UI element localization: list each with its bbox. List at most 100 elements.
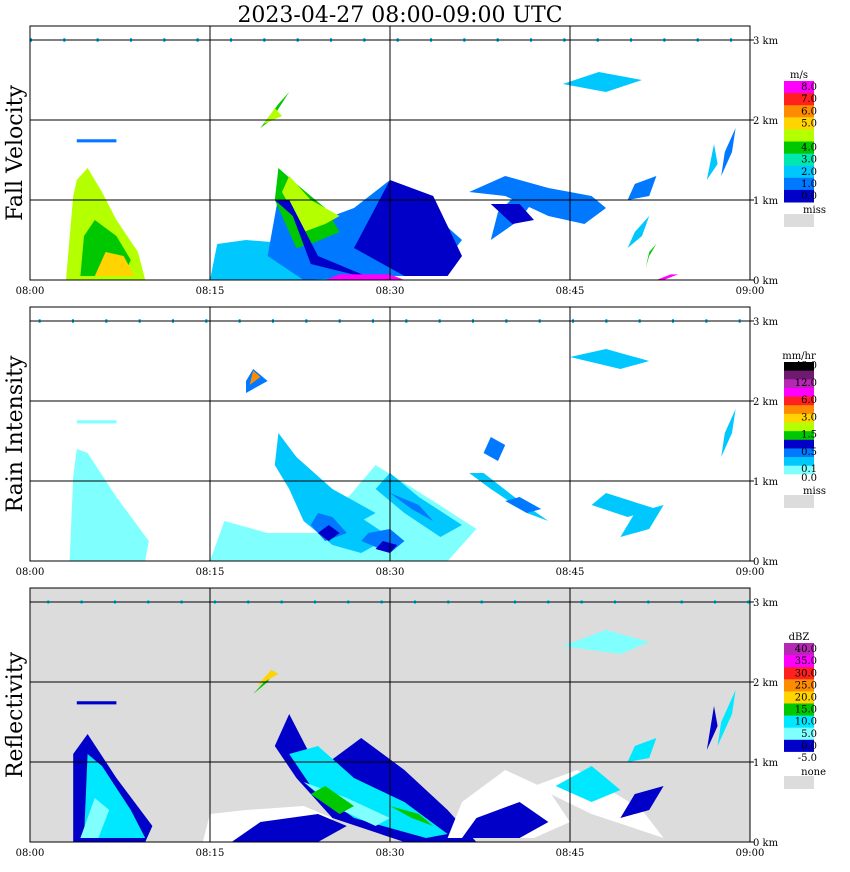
fall-velocity-legend-swatch-4	[784, 129, 814, 142]
reflectivity-legend-swatch-5	[784, 703, 814, 717]
fall-velocity-echo-5	[354, 180, 462, 276]
fall-velocity-legend-swatch-7	[784, 165, 814, 179]
rain-intensity-legend-swatch-1	[784, 370, 814, 380]
fall-velocity-time-label-1: 08:15	[196, 286, 225, 297]
reflectivity-legend-label-7: 5.0	[801, 729, 817, 740]
reflectivity-legend-swatch-3	[784, 679, 814, 692]
rain-intensity-legend-swatch-3	[784, 387, 814, 398]
fall-velocity-echo-15	[706, 144, 718, 180]
fall-velocity-legend-swatch-5	[784, 141, 814, 155]
reflectivity-legend-swatch-2	[784, 667, 814, 680]
rain-intensity-legend-label-4: 6.0	[801, 395, 817, 406]
rain-intensity-legend-swatch-13	[784, 474, 814, 484]
fall-velocity-ylabel: Fall Velocity	[3, 85, 28, 221]
reflectivity-height-label-3: 3 km	[753, 598, 779, 609]
fall-velocity-legend-swatch-9	[784, 189, 814, 203]
reflectivity-time-label-1: 08:15	[196, 848, 225, 859]
rain-intensity-echo-0	[69, 449, 149, 561]
rain-intensity-legend-swatch-7	[784, 422, 814, 432]
reflectivity-echo-18	[717, 690, 736, 746]
fall-velocity-time-label-4: 09:00	[736, 286, 765, 297]
rain-intensity-echo-15	[591, 493, 657, 517]
reflectivity-legend-label-5: 15.0	[795, 705, 817, 716]
reflectivity-legend-swatch-1	[784, 655, 814, 668]
fall-velocity-echo-16	[562, 72, 642, 92]
fall-velocity-echo-14	[721, 128, 736, 176]
reflectivity-legend-swatch-8	[784, 739, 814, 753]
reflectivity-height-label-1: 1 km	[753, 758, 779, 769]
reflectivity-time-label-2: 08:30	[376, 848, 405, 859]
rain-intensity-height-label-1: 1 km	[753, 477, 779, 488]
reflectivity-legend-label-4: 20.0	[795, 692, 817, 703]
fall-velocity-echo-11	[627, 216, 650, 248]
rain-intensity-legend-label-missing: miss	[803, 486, 826, 497]
reflectivity-height-label-0: 0 km	[753, 838, 779, 849]
reflectivity-echoes	[47, 600, 750, 842]
rain-intensity-time-label-1: 08:15	[196, 567, 225, 578]
reflectivity-echo-15	[555, 766, 621, 802]
fall-velocity-legend-swatch-6	[784, 153, 814, 167]
reflectivity-frame	[29, 587, 751, 843]
rain-intensity-legend-swatch-5	[784, 405, 814, 415]
rain-intensity-time-label-2: 08:30	[376, 567, 405, 578]
rain-intensity-frame	[29, 306, 751, 562]
fall-velocity-time-label-2: 08:30	[376, 286, 405, 297]
fall-velocity-legend-label-2: 6.0	[801, 106, 817, 117]
reflectivity-echo-21	[76, 701, 117, 705]
rain-intensity-legend-label-10: 0.5	[801, 447, 817, 458]
reflectivity-ylabel: Reflectivity	[3, 651, 28, 778]
fall-velocity-echo-19	[274, 200, 376, 280]
figure-title: 2023-04-27 08:00-09:00 UTC	[237, 3, 562, 28]
reflectivity-echo-16	[620, 786, 664, 818]
rain-intensity-legend-label-8: 1.5	[801, 430, 817, 441]
rain-intensity-echoes	[38, 319, 741, 561]
reflectivity-legend-label-0: 40.0	[795, 644, 817, 655]
reflectivity-echo-4	[231, 814, 347, 842]
fall-velocity-legend-label-1: 7.0	[801, 94, 817, 105]
fall-velocity-height-label-2: 2 km	[753, 116, 779, 127]
rain-intensity-echo-16	[620, 505, 664, 537]
rain-intensity-echo-2	[274, 433, 376, 529]
fall-velocity-legend-swatch-0	[784, 81, 814, 94]
rain-intensity-legend-swatch-11	[784, 457, 814, 467]
rain-intensity-legend-swatch-8	[784, 431, 814, 441]
rain-intensity-ylabel: Rain Intensity	[3, 355, 28, 512]
fall-velocity-echo-22	[76, 139, 117, 143]
reflectivity-legend-label-8: 0.0	[801, 741, 817, 752]
rain-intensity-time-label-0: 08:00	[16, 567, 45, 578]
reflectivity-legend-label-2: 30.0	[795, 668, 817, 679]
reflectivity-echo-5	[274, 714, 477, 842]
reflectivity-time-label-3: 08:45	[556, 848, 585, 859]
fall-velocity-legend-label-5: 4.0	[801, 143, 817, 154]
fall-velocity-legend-swatch-1	[784, 93, 814, 106]
rain-intensity-height-label-3: 3 km	[753, 317, 779, 328]
fall-velocity-time-label-3: 08:45	[556, 286, 585, 297]
fall-velocity-echo-21	[656, 274, 678, 280]
reflectivity-legend-swatch-missing	[784, 776, 814, 789]
rain-intensity-time-label-3: 08:45	[556, 567, 585, 578]
fall-velocity-height-label-0: 0 km	[753, 276, 779, 287]
rain-intensity-echo-9	[390, 493, 434, 521]
rain-intensity-time-label-4: 09:00	[736, 567, 765, 578]
rain-intensity-legend-swatch-12	[784, 465, 814, 475]
reflectivity-legend-label-3: 25.0	[795, 680, 817, 691]
reflectivity-echo-13	[462, 802, 549, 838]
rain-intensity-legend-swatch-4	[784, 396, 814, 406]
reflectivity-echo-20	[562, 630, 650, 654]
rain-intensity-echo-13	[505, 497, 542, 513]
reflectivity-echo-19	[706, 706, 718, 750]
reflectivity-legend-label-missing: none	[801, 767, 826, 778]
fall-velocity-frame	[29, 25, 751, 281]
fall-velocity-legend-swatch-missing	[784, 214, 814, 227]
fall-velocity-legend-label-0: 8.0	[801, 82, 817, 93]
rain-intensity-echo-5	[318, 525, 340, 541]
reflectivity-echo-2	[80, 798, 110, 838]
fall-velocity-panel: Fall Velocity 0 km 1 km 2 km 3 km 08:00 08:15 0…	[3, 25, 826, 297]
rain-intensity-echo-7	[375, 541, 398, 553]
rain-intensity-legend-label-6: 3.0	[801, 412, 817, 423]
fall-velocity-legend-swatch-8	[784, 177, 814, 191]
reflectivity-legend-swatch-6	[784, 715, 814, 729]
rain-intensity-echo-11	[249, 370, 261, 385]
rain-intensity-legend-label-0: 48.0	[795, 360, 817, 371]
